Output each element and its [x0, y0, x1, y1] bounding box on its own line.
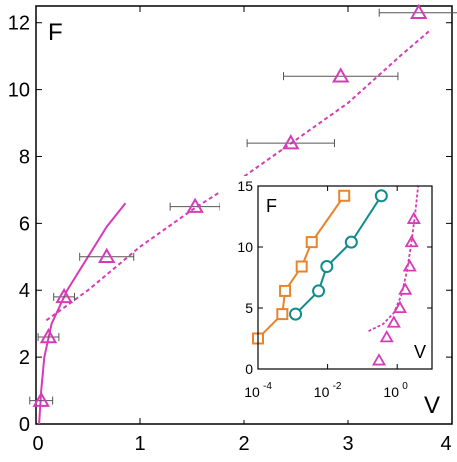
main-y-tick-label: 0: [19, 414, 30, 436]
main-x-axis: 0 1 2 3 4: [32, 6, 453, 455]
inset-point-triangle: [386, 315, 401, 328]
inset-point-triangle: [398, 282, 413, 295]
inset-point-triangle: [402, 259, 417, 272]
inset-y-axis-label: F: [266, 196, 277, 216]
inset-point-circle: [344, 235, 358, 249]
inset-point-circle: [312, 284, 326, 298]
main-y-tick-label: 10: [8, 80, 30, 102]
main-y-tick-label: 4: [19, 280, 30, 302]
main-x-tick-label: 2: [238, 433, 249, 455]
main-y-axis: 0 2 4 6 8 10 12: [8, 13, 452, 436]
main-x-tick-label: 4: [440, 433, 451, 455]
inset-x-tick-label: 10: [244, 384, 260, 400]
inset-x-tick-label: 10: [314, 384, 330, 400]
inset-y-tick-label: 0: [245, 361, 253, 377]
inset-x-tick-exponent: -2: [333, 381, 342, 392]
inset-point-circle: [289, 307, 303, 321]
inset-x-axis-label: V: [424, 392, 440, 419]
data-point-triangle: [39, 328, 58, 344]
main-x-tick-label: 0: [32, 433, 43, 455]
inset-dashed-fit-line: [368, 185, 420, 332]
data-point-triangle: [186, 197, 204, 213]
inset-y-tick-label: 5: [245, 300, 253, 316]
inset-point-triangle: [392, 300, 408, 314]
inset-point-triangle: [379, 329, 394, 343]
inset-x-tick-label: 10: [383, 384, 399, 400]
main-data-points: [29, 3, 457, 407]
inset-point-square: [338, 189, 351, 202]
main-y-axis-label: F: [48, 19, 63, 46]
inset-corner-label: V: [414, 342, 426, 362]
data-point-triangle: [409, 3, 428, 19]
inset-data-points: [252, 189, 421, 366]
inset-x-tick-exponent: 0: [402, 381, 408, 392]
inset-fit-lines: [368, 185, 420, 332]
main-fit-lines: [38, 28, 432, 425]
inset-point-square: [295, 260, 308, 273]
inset-point-square: [279, 284, 292, 297]
inset-point-triangle: [371, 353, 387, 366]
data-point-triangle: [55, 287, 73, 304]
inset-y-axis: 0 5 10 15: [237, 178, 432, 377]
main-dashed-fit-line: [45, 28, 432, 322]
main-x-tick-label: 3: [342, 433, 353, 455]
inset-point-square: [276, 308, 289, 321]
inset-y-tick-label: 15: [237, 178, 253, 194]
main-y-tick-label: 8: [19, 146, 30, 168]
inset-x-axis: 10 -4 10 -2 10 0: [244, 186, 408, 400]
data-point-triangle: [331, 67, 350, 83]
main-y-tick-label: 6: [19, 213, 30, 235]
data-point-triangle: [97, 247, 116, 264]
inset-point-triangle: [406, 211, 421, 224]
data-point-triangle: [32, 391, 50, 407]
inset-point-square: [305, 236, 318, 249]
data-point-triangle: [282, 134, 300, 150]
inset-point-circle: [374, 189, 388, 203]
main-y-tick-label: 12: [8, 13, 30, 35]
inset-y-tick-label: 10: [237, 239, 253, 255]
inset-plot-frame: [257, 185, 433, 370]
main-y-tick-label: 2: [19, 347, 30, 369]
inset-x-tick-exponent: -4: [263, 381, 272, 392]
main-solid-fit-curve: [38, 202, 127, 425]
main-x-tick-label: 1: [134, 433, 145, 455]
inset-point-circle: [320, 260, 334, 274]
inset-point-triangle: [404, 234, 419, 248]
